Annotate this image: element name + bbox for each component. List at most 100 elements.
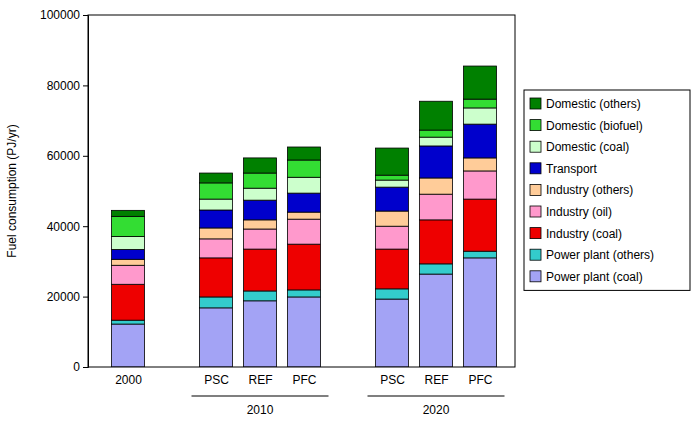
x-tick-label: 2000 (115, 373, 142, 387)
x-tick-label: PFC (293, 373, 317, 387)
x-tick-label: PFC (469, 373, 493, 387)
bar-segment (288, 212, 321, 219)
legend-label: Power plant (coal) (546, 270, 643, 284)
bar-segment (112, 210, 145, 216)
legend-label: Domestic (biofuel) (546, 119, 643, 133)
bar-segment (200, 297, 233, 308)
bar-segment (420, 264, 453, 274)
bar-segment (288, 290, 321, 297)
y-tick-label: 20000 (47, 290, 81, 304)
bar-segment (376, 187, 409, 211)
x-tick: REF (249, 373, 273, 387)
bar-segment (244, 249, 277, 291)
bar-segment (112, 259, 145, 265)
bar-segment (288, 219, 321, 244)
bar-segment (420, 101, 453, 130)
bar-segment (200, 199, 233, 210)
bar-segment (420, 274, 453, 367)
bar-segment (244, 229, 277, 249)
legend-label: Domestic (others) (546, 97, 641, 111)
bar-segment (288, 160, 321, 177)
x-tick: PFC (469, 373, 493, 387)
y-tick-label: 80000 (47, 79, 81, 93)
y-tick-mark (83, 226, 88, 227)
bar-segment (420, 220, 453, 264)
bar-segment (420, 178, 453, 194)
bar-segment (376, 175, 409, 180)
legend-swatch (530, 228, 541, 239)
legend-label: Domestic (coal) (546, 140, 629, 154)
bar-segment (244, 200, 277, 220)
legend-swatch (530, 163, 541, 174)
bar-segment (420, 137, 453, 146)
bar-segment (288, 193, 321, 212)
bar-segment (200, 239, 233, 258)
x-tick: 2000 (115, 373, 142, 387)
bar-segment (376, 299, 409, 367)
bar-segment (420, 194, 453, 220)
y-tick: 60000 (47, 149, 88, 163)
x-tick: REF (425, 373, 449, 387)
bar-segment (376, 289, 409, 299)
y-tick-mark (83, 15, 88, 16)
bar-segment (376, 180, 409, 187)
y-tick: 100000 (40, 8, 88, 22)
series (112, 66, 497, 216)
legend-label: Transport (546, 162, 598, 176)
y-tick-label: 0 (73, 360, 80, 374)
x-tick: PFC (293, 373, 317, 387)
bar-segment (244, 173, 277, 188)
bar-segment (244, 188, 277, 200)
legend-swatch (530, 141, 541, 152)
y-axis-title: Fuel consumption (PJ/yr) (5, 124, 19, 257)
bar-segment (244, 301, 277, 367)
bar-segment (112, 216, 145, 236)
bar-segment (288, 147, 321, 160)
chart: 0 20000 40000 60000 80000 100000 Fuel consumpt… (0, 0, 695, 432)
y-tick-mark (83, 85, 88, 86)
bar-segment (376, 148, 409, 175)
bar-segment (376, 249, 409, 289)
group-line (192, 395, 329, 396)
y-tick-mark (83, 367, 88, 368)
legend-label: Industry (others) (546, 183, 633, 197)
legend-label: Power plant (others) (546, 248, 654, 262)
bar-segment (464, 171, 497, 199)
y-tick-label: 60000 (47, 149, 81, 163)
bar-segment (244, 291, 277, 301)
bar-segment (464, 99, 497, 108)
y-tick-mark (83, 156, 88, 157)
bar-segment (200, 308, 233, 367)
bar-segment (464, 66, 497, 99)
y-axis-line (83, 16, 89, 368)
legend-swatch (530, 184, 541, 195)
bar-segment (420, 130, 453, 137)
x-axis: 2000 PSC REF PFC PSC REF PFC (115, 373, 493, 387)
legend-swatch (530, 249, 541, 260)
legend-swatch (530, 271, 541, 282)
bar-segment (288, 244, 321, 290)
legend-swatch (530, 98, 541, 109)
bar-segment (376, 211, 409, 226)
bar-segment (112, 284, 145, 320)
bar-segment (464, 124, 497, 158)
bar-segment (200, 258, 233, 297)
y-tick-label: 40000 (47, 220, 81, 234)
bar-segment (244, 220, 277, 229)
legend: Domestic (others) Domestic (biofuel) Domes… (524, 90, 690, 290)
legend-box (524, 90, 690, 290)
bar-segment (244, 158, 277, 173)
plot-frame (88, 15, 515, 367)
x-tick-label: PSC (204, 373, 229, 387)
x-tick: PSC (380, 373, 405, 387)
bar-segment (288, 177, 321, 193)
bar-segment (420, 146, 453, 178)
bar-segment (464, 108, 497, 124)
bar-segment (112, 249, 145, 259)
bar-segment (464, 258, 497, 367)
series (112, 171, 497, 284)
legend-label: Industry (oil) (546, 205, 612, 219)
x-tick-label: REF (249, 373, 273, 387)
x-tick: PSC (204, 373, 229, 387)
legend-label: Industry (coal) (546, 227, 622, 241)
